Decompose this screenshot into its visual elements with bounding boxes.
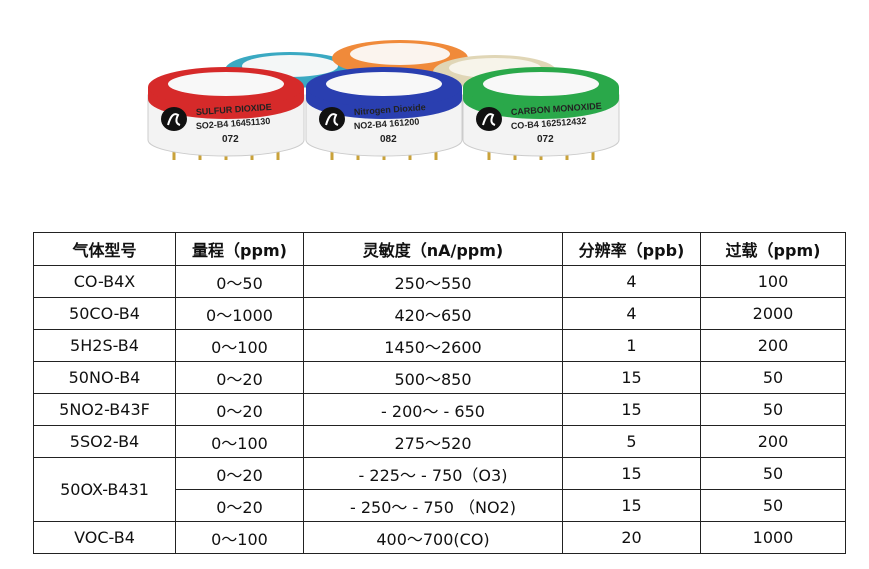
table-cell: 5SO2-B4 <box>33 425 176 458</box>
table-cell: - 200～ - 650 <box>303 393 563 426</box>
table-row: VOC-B4 0～100 400～700(CO) 20 1000 <box>33 521 846 554</box>
table-cell: 50 <box>700 457 846 490</box>
table-cell: VOC-B4 <box>33 521 176 554</box>
table-row: 50NO-B4 0～20 500～850 15 50 <box>33 361 846 394</box>
table-row: 50OX-B431 0～20- 225～ - 750（O3) 15 50 <box>33 457 846 522</box>
header-row: 气体型号 量程（ppm) 灵敏度（nA/ppm) 分辨率（ppb) 过载（ppm) <box>33 232 846 266</box>
logo-mark <box>325 113 339 126</box>
table-cell: 250～550 <box>303 265 563 298</box>
table-cell: 1 <box>562 329 701 362</box>
logo-mark <box>167 113 181 126</box>
table-cell: 1450～2600 <box>303 329 563 362</box>
sensor-code: NO2-B4 161200 <box>354 117 420 132</box>
table-cell: 0～20 <box>175 489 304 522</box>
table-cell: 100 <box>700 265 846 298</box>
sensor-number: 072 <box>537 134 554 145</box>
pin <box>591 150 595 160</box>
table-cell: 275～520 <box>303 425 563 458</box>
table-cell: 50 <box>700 393 846 426</box>
table-row: 5H2S-B4 0～100 1450～2600 1 200 <box>33 329 846 362</box>
header-cell: 气体型号 <box>33 232 176 266</box>
table-cell: 50OX-B431 <box>33 457 176 522</box>
table-cell: 15 <box>562 489 701 522</box>
table-cell: 50 <box>700 361 846 394</box>
table-cell: 0～20 <box>175 393 304 426</box>
table-cell: 5H2S-B4 <box>33 329 176 362</box>
table-cell: 4 <box>562 297 701 330</box>
table-row: CO-B4X 0～50 250～550 4 100 <box>33 265 846 298</box>
sensor-number: 082 <box>380 134 397 145</box>
table-cell: 50NO-B4 <box>33 361 176 394</box>
table-cell: 0～100 <box>175 425 304 458</box>
pin <box>330 150 334 160</box>
header-cell: 过载（ppm) <box>700 232 846 266</box>
table-cell: 5NO2-B43F <box>33 393 176 426</box>
table-cell: 50CO-B4 <box>33 297 176 330</box>
table-cell: 0～1000 <box>175 297 304 330</box>
pin <box>172 150 176 160</box>
table-row: 0～20- 250～ - 750 （NO2) 15 50 <box>34 489 846 522</box>
logo <box>319 107 345 131</box>
header-cell: 灵敏度（nA/ppm) <box>303 232 563 266</box>
cap-top <box>483 72 599 96</box>
pin <box>276 150 280 160</box>
table-body: CO-B4X 0～50 250～550 4 100 50CO-B4 0～1000 420～65… <box>33 265 846 554</box>
table-cell: - 225～ - 750（O3) <box>303 457 563 490</box>
table-row: 5NO2-B43F 0～20- 200～ - 650 15 50 <box>33 393 846 426</box>
table-cell: 20 <box>562 521 701 554</box>
cap-top <box>326 72 442 96</box>
cap-top <box>350 43 450 65</box>
table-cell: 50 <box>700 489 846 522</box>
spec-table: 气体型号 量程（ppm) 灵敏度（nA/ppm) 分辨率（ppb) 过载（ppm) CO… <box>33 232 846 554</box>
table-cell: 2000 <box>700 297 846 330</box>
table-cell: 500～850 <box>303 361 563 394</box>
header-cell: 量程（ppm) <box>175 232 304 266</box>
table-cell: 5 <box>562 425 701 458</box>
table-cell: 15 <box>562 393 701 426</box>
sensor-number: 072 <box>222 134 239 145</box>
table-cell: - 250～ - 750 （NO2) <box>303 489 563 522</box>
table-row: 50CO-B4 0～1000 420～650 4 2000 <box>33 297 846 330</box>
table-cell: 0～100 <box>175 521 304 554</box>
logo <box>161 107 187 131</box>
header-cell: 分辨率（ppb) <box>562 232 701 266</box>
table-cell: 0～100 <box>175 329 304 362</box>
table-cell: 200 <box>700 425 846 458</box>
table-cell: 400～700(CO) <box>303 521 563 554</box>
table-cell: 1000 <box>700 521 846 554</box>
logo-mark <box>482 113 496 126</box>
table-cell: 200 <box>700 329 846 362</box>
table-cell: 4 <box>562 265 701 298</box>
table-cell: 420～650 <box>303 297 563 330</box>
logo <box>476 107 502 131</box>
pin <box>487 150 491 160</box>
table-cell: 15 <box>562 457 701 490</box>
table-cell: 0～50 <box>175 265 304 298</box>
pin <box>434 150 438 160</box>
cap-top <box>168 72 284 96</box>
table-row: 5SO2-B4 0～100 275～520 5 200 <box>33 425 846 458</box>
table-cell: 0～20 <box>175 457 304 490</box>
table-cell: 0～20 <box>175 361 304 394</box>
table-cell: 15 <box>562 361 701 394</box>
table-cell: CO-B4X <box>33 265 176 298</box>
